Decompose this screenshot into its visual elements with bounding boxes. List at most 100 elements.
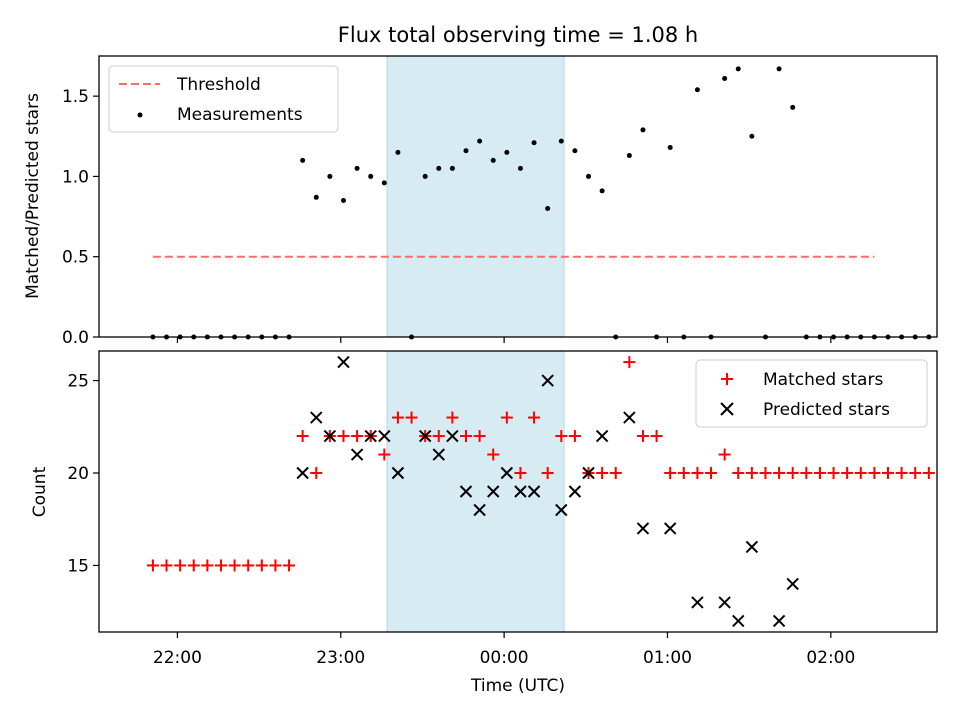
predicted-star-marker: [364, 429, 377, 443]
predicted-star-marker: [459, 485, 473, 498]
measurement-point: [749, 133, 755, 139]
matched-star-marker: [786, 467, 799, 480]
measurement-point: [667, 145, 673, 151]
xtick-label: 00:00: [480, 648, 529, 668]
bottom-legend: Matched stars Predicted stars: [695, 359, 928, 428]
measurement-point: [395, 149, 401, 155]
highlight-span-rect: [386, 55, 565, 338]
matched-star-marker: [800, 467, 813, 480]
predicted-star-marker: [527, 485, 541, 498]
measurement-point: [722, 75, 728, 81]
top-plot-frame: [98, 55, 938, 338]
predicted-star-marker: [446, 429, 459, 443]
bottom-ytick-label: 20: [67, 464, 89, 484]
matched-star-marker: [664, 467, 677, 480]
measurement-point: [517, 165, 523, 171]
measurement-point: [626, 153, 632, 159]
top-legend: Threshold Measurements: [108, 65, 339, 133]
matched-star-marker: [269, 559, 282, 572]
xtick-label: 23:00: [316, 648, 365, 668]
matched-star-marker: [541, 467, 554, 480]
matched-star-marker: [555, 430, 568, 443]
figure-title: Flux total observing time = 1.08 h: [338, 23, 698, 47]
measurement-point: [313, 194, 319, 200]
matched-star-marker: [841, 467, 854, 480]
bottom-x-axis: 22:00 23:00 00:00 01:00 02:00: [153, 632, 855, 668]
matched-star-marker: [351, 430, 364, 443]
measurement-point: [572, 148, 578, 154]
matched-star-marker: [160, 559, 173, 572]
predicted-star-marker: [745, 540, 759, 554]
predicted-star-marker: [732, 614, 745, 628]
predicted-star-marker: [473, 503, 486, 517]
predicted-star-marker: [623, 411, 636, 424]
matched-star-marker: [214, 559, 227, 572]
matched-stars-legend-label: Matched stars: [763, 370, 883, 390]
matched-star-marker: [568, 430, 581, 443]
matched-star-marker: [623, 356, 636, 369]
predicted-star-marker: [350, 448, 364, 461]
top-ytick-label: 0.5: [62, 248, 89, 268]
matched-stars-legend-swatch: [721, 373, 733, 385]
top-x-axis: [176, 337, 832, 343]
predicted-star-marker: [772, 614, 786, 628]
matched-star-marker: [201, 559, 214, 572]
matched-star-marker: [405, 411, 418, 424]
bottom-legend-box: [695, 359, 928, 428]
highlight-span-rect: [386, 350, 565, 633]
matched-star-marker: [718, 448, 731, 461]
x-axis-label: Time (UTC): [470, 676, 565, 696]
matched-star-marker: [337, 430, 350, 443]
bottom-panel: 15 20 25 22:00 23:00 00:00 01:00 02:00 Count T…: [30, 350, 938, 696]
predicted-star-marker: [296, 466, 309, 480]
measurement-point: [463, 148, 469, 154]
measurement-point: [531, 140, 537, 146]
xtick-label: 02:00: [806, 648, 855, 668]
predicted-star-marker: [487, 485, 500, 498]
top-panel: 0.0 0.5 1.0 1.5 Matched/Predicted stars Thr…: [23, 55, 938, 348]
matched-star-marker: [609, 467, 622, 480]
measurement-point: [694, 87, 700, 93]
predicted-star-marker: [310, 411, 323, 424]
matched-star-marker: [895, 467, 908, 480]
matched-star-marker: [827, 467, 840, 480]
measurement-point: [735, 66, 741, 72]
measurement-point: [477, 138, 483, 144]
matched-star-marker: [228, 559, 241, 572]
matched-star-marker: [255, 559, 268, 572]
matched-star-marker: [487, 448, 500, 461]
matched-star-marker: [909, 467, 922, 480]
measurement-point: [436, 165, 442, 171]
predicted-star-marker: [691, 596, 704, 609]
measurement-point: [599, 188, 605, 194]
measurement-point: [300, 157, 306, 163]
measurement-point: [381, 180, 387, 186]
matched-star-marker: [514, 467, 527, 480]
predicted-star-marker: [636, 522, 650, 535]
predicted-star-marker: [595, 429, 609, 443]
measurement-point: [327, 173, 333, 179]
matched-star-marker: [242, 559, 255, 572]
matched-star-marker: [500, 411, 513, 424]
top-legend-box: [108, 65, 339, 133]
measurements-legend-swatch: [137, 112, 143, 118]
predicted-stars-series: [296, 355, 799, 628]
matched-star-marker: [283, 559, 296, 572]
matched-star-marker: [310, 467, 323, 480]
measurement-point: [586, 173, 592, 179]
bottom-ytick-label: 15: [67, 556, 89, 576]
xtick-label: 01:00: [643, 648, 692, 668]
predicted-stars-legend-label: Predicted stars: [763, 400, 890, 420]
predicted-star-marker: [418, 429, 432, 443]
matched-star-marker: [174, 559, 187, 572]
predicted-star-marker: [378, 429, 391, 443]
matched-star-marker: [881, 467, 894, 480]
matched-star-marker: [677, 467, 690, 480]
measurement-point: [558, 138, 564, 144]
matched-star-marker: [745, 467, 758, 480]
matched-star-marker: [868, 467, 881, 480]
measurement-point: [545, 206, 551, 212]
predicted-star-marker: [337, 355, 350, 369]
top-ytick-label: 1.5: [62, 87, 89, 107]
